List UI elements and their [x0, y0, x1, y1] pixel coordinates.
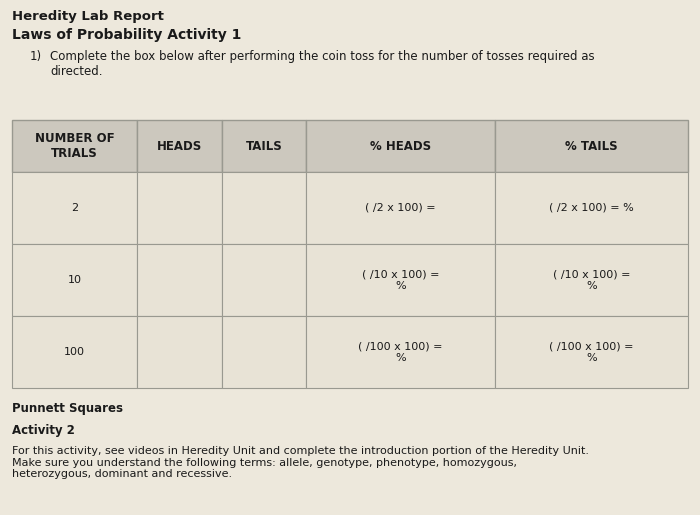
Text: Laws of Probability Activity 1: Laws of Probability Activity 1	[12, 28, 241, 42]
Text: HEADS: HEADS	[157, 140, 202, 152]
Text: ( /2 x 100) =: ( /2 x 100) =	[365, 203, 436, 213]
Text: TAILS: TAILS	[246, 140, 282, 152]
Text: ( /10 x 100) =
%: ( /10 x 100) = %	[362, 269, 440, 291]
Text: 10: 10	[67, 275, 81, 285]
Bar	[306, 172, 496, 244]
Text: Complete the box below after performing the coin toss for the number of tosses r: Complete the box below after performing …	[50, 50, 594, 63]
Text: Punnett Squares: Punnett Squares	[12, 402, 123, 415]
Bar	[306, 120, 496, 172]
Bar	[222, 120, 306, 172]
Bar	[12, 316, 137, 388]
Text: 2: 2	[71, 203, 78, 213]
Text: ( /100 x 100) =
%: ( /100 x 100) = %	[358, 341, 443, 363]
Text: NUMBER OF
TRIALS: NUMBER OF TRIALS	[35, 132, 114, 160]
Bar	[496, 120, 688, 172]
Text: directed.: directed.	[50, 65, 102, 78]
Bar	[137, 244, 222, 316]
Text: Heredity Lab Report: Heredity Lab Report	[12, 10, 164, 23]
Bar	[137, 120, 222, 172]
Bar	[306, 244, 496, 316]
Text: % HEADS: % HEADS	[370, 140, 431, 152]
Bar	[137, 172, 222, 244]
Text: 1): 1)	[30, 50, 42, 63]
Bar	[222, 172, 306, 244]
Bar	[137, 316, 222, 388]
Text: ( /10 x 100) =
%: ( /10 x 100) = %	[553, 269, 631, 291]
Bar	[12, 172, 137, 244]
Text: 100: 100	[64, 347, 85, 357]
Text: ( /2 x 100) = %: ( /2 x 100) = %	[550, 203, 634, 213]
Bar	[496, 244, 688, 316]
Text: % TAILS: % TAILS	[566, 140, 618, 152]
Text: Activity 2: Activity 2	[12, 424, 75, 437]
Text: For this activity, see videos in Heredity Unit and complete the introduction por: For this activity, see videos in Heredit…	[12, 446, 589, 479]
Bar	[12, 244, 137, 316]
Bar	[306, 316, 496, 388]
Bar	[222, 316, 306, 388]
Bar	[496, 172, 688, 244]
Bar	[222, 244, 306, 316]
Text: ( /100 x 100) =
%: ( /100 x 100) = %	[550, 341, 634, 363]
Bar	[12, 120, 137, 172]
Bar	[496, 316, 688, 388]
